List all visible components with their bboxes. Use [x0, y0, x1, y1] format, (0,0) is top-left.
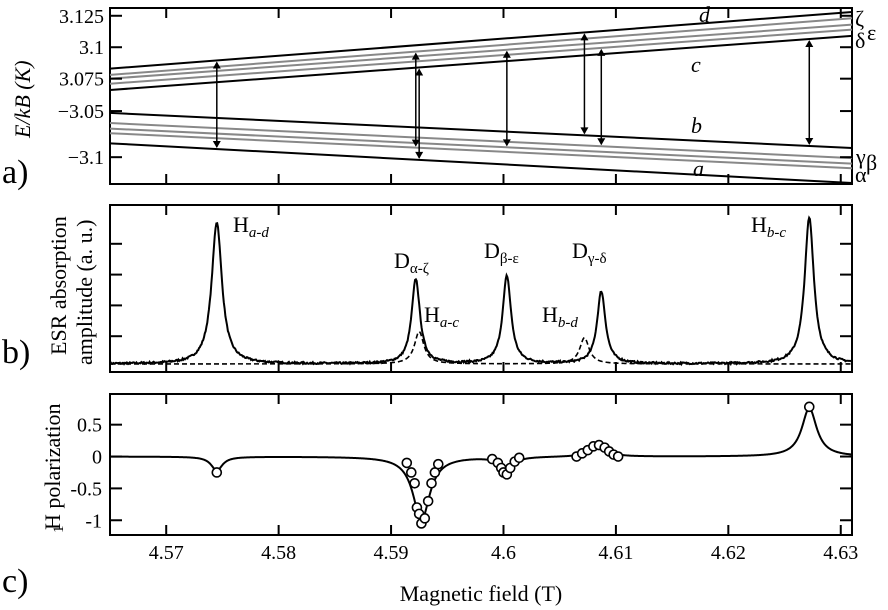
transition-arrowhead [411, 139, 420, 147]
peak-label-main: H [233, 212, 249, 237]
polarization-point [419, 513, 431, 524]
polarization-point [612, 451, 624, 462]
panel-letter-b: b) [2, 334, 30, 371]
polarization-point [803, 401, 815, 413]
level-label-b: b [691, 113, 702, 138]
peak-label-sub: a-c [440, 315, 459, 331]
panel-letter-c: c) [2, 563, 28, 600]
transition-arrowhead [502, 139, 511, 147]
level-line-lower-2 [109, 127, 853, 165]
peak-label: Dα-ζ [394, 248, 429, 277]
peak-label: Hb-d [542, 302, 578, 331]
a-ytick-label: 3.1 [79, 37, 104, 59]
peak-label-main: H [424, 302, 440, 327]
transition-arrowhead [415, 68, 424, 76]
peak-label-main: H [542, 302, 558, 327]
panel-letter-a: a) [2, 154, 28, 191]
peak-label: Ha-c [424, 302, 459, 331]
a-ytick-label: 3.075 [59, 69, 104, 91]
panel-a-ylabel: E/kB (K) [10, 60, 35, 139]
level-line-b [109, 111, 853, 149]
a-ytick-label: −3.1 [68, 147, 104, 169]
polarization-point [432, 458, 444, 470]
level-line-upper-3 [109, 28, 853, 85]
panel-b-plot: Ha-d Dα-ζ Ha-c Dβ-ε Hb-d Dγ-δ Hb-c [109, 212, 853, 367]
polarization-point [405, 467, 417, 478]
xtick-label: 4.57 [149, 542, 184, 564]
level-label-d: d [699, 2, 711, 27]
transition-arrowhead [805, 137, 814, 145]
state-label: ε [867, 20, 876, 45]
panel-b-ylabel-line1: ESR absorption [46, 216, 71, 355]
panel-c-ylabel: H polarization [40, 404, 65, 530]
polarization-point [211, 467, 223, 478]
esr-solid-curve [109, 215, 853, 367]
polarization-curve [110, 407, 853, 522]
polarization-point [422, 495, 434, 507]
peak-label-main: D [572, 238, 588, 263]
polarization-point [401, 457, 413, 469]
c-ytick-label: 0.5 [77, 415, 102, 437]
transition-arrowhead [597, 138, 606, 146]
panel-c-frame [109, 393, 853, 536]
xtick-label: 4.63 [823, 542, 858, 564]
panel-b-ylabel-line2: amplitude (a. u.) [72, 220, 97, 365]
transition-arrowhead [212, 61, 221, 69]
a-ytick-label: 3.125 [59, 6, 104, 28]
panel-a-plot: 3.125 3.1 3.075 −3.05 −3.1 dc ba ζδ ε γ βα [58, 2, 877, 187]
transition-arrowhead [502, 50, 511, 58]
peak-label-sub: b-c [767, 225, 786, 241]
peak-label-sub: γ-δ [587, 251, 607, 267]
polarization-point [409, 477, 420, 489]
peak-label-sub: a-d [249, 225, 269, 241]
a-ytick-label: −3.05 [58, 101, 104, 123]
xtick-label: 4.6 [491, 542, 516, 564]
c-ytick-label: 0 [92, 447, 102, 469]
transition-arrowhead [597, 48, 606, 56]
level-line-d [109, 11, 853, 70]
level-line-upper-1 [109, 17, 853, 76]
peak-label-main: H [751, 212, 767, 237]
polarization-point [513, 452, 525, 464]
xtick-label: 4.61 [598, 542, 633, 564]
panel-c-plot: 0.5 0 -0.5 -1 4.57 4.58 4.59 4.6 4.61 4.62 4.63 [70, 8, 858, 564]
peak-label-sub: β-ε [500, 251, 519, 267]
xtick-label: 4.59 [374, 542, 409, 564]
state-label: ζ [855, 6, 864, 31]
state-label: β [866, 150, 877, 175]
xtick-label: 4.58 [261, 542, 296, 564]
c-ytick-label: -0.5 [70, 478, 102, 500]
level-line-lower-3 [109, 132, 853, 170]
panel-c-ylabel-sub: 1 [51, 526, 67, 534]
peak-label-main: D [484, 238, 500, 263]
state-label: δ [855, 28, 865, 53]
transition-arrowhead [580, 127, 589, 135]
state-label: γ [855, 144, 866, 169]
transition-arrowhead [411, 52, 420, 60]
panel-b-frame [109, 204, 853, 373]
peak-label-sub: α-ζ [410, 261, 429, 277]
peak-label: Dγ-δ [572, 238, 607, 267]
peak-label: Hb-c [751, 212, 786, 241]
peak-label-sub: b-d [558, 315, 578, 331]
x-axis-label: Magnetic field (T) [400, 581, 563, 606]
transition-arrowhead [580, 33, 589, 41]
level-line-lower-1 [109, 122, 853, 160]
transition-arrowhead [415, 151, 424, 159]
polarization-point [426, 477, 437, 489]
level-label-c: c [691, 52, 701, 77]
transition-arrowhead [805, 40, 814, 48]
peak-label: Ha-d [233, 212, 269, 241]
level-line-upper-2 [109, 23, 853, 80]
level-line-c [109, 34, 853, 91]
panel-a-frame [109, 7, 853, 185]
state-label: α [855, 162, 867, 187]
peak-label: Dβ-ε [484, 238, 519, 267]
xtick-label: 4.62 [711, 542, 746, 564]
level-label-a: a [693, 156, 704, 181]
transition-arrowhead [212, 141, 221, 149]
peak-label-main: D [394, 248, 410, 273]
c-ytick-label: -1 [85, 510, 102, 532]
